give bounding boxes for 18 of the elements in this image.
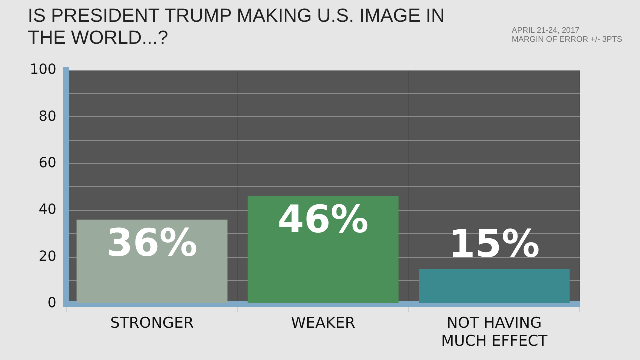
bar <box>419 268 570 304</box>
y-tick-label: 0 <box>48 296 57 312</box>
data-label: 46% <box>278 197 369 242</box>
y-tick-label: 80 <box>38 108 57 125</box>
data-label: 36% <box>106 220 198 265</box>
x-tick-label: WEAKER <box>291 314 356 332</box>
text: APRIL 21-24, 2017 <box>512 26 581 35</box>
data-label: 15% <box>448 222 540 266</box>
y-tick-label: 40 <box>38 202 57 218</box>
chart-title: IS PRESIDENT TRUMP MAKING U.S. IMAGE IN THE WORLD...? <box>28 6 446 50</box>
y-tick-label: 100 <box>30 62 57 78</box>
text: MARGIN OF ERROR +/- 3PTS <box>512 35 622 44</box>
bar <box>76 220 228 304</box>
x-tick-label: NOT HAVING MUCH EFFECT <box>441 314 548 350</box>
y-tick-label: 20 <box>38 248 57 265</box>
bar <box>248 196 399 304</box>
y-tick-label: 60 <box>38 155 57 172</box>
x-tick-label: STRONGER <box>110 314 194 332</box>
